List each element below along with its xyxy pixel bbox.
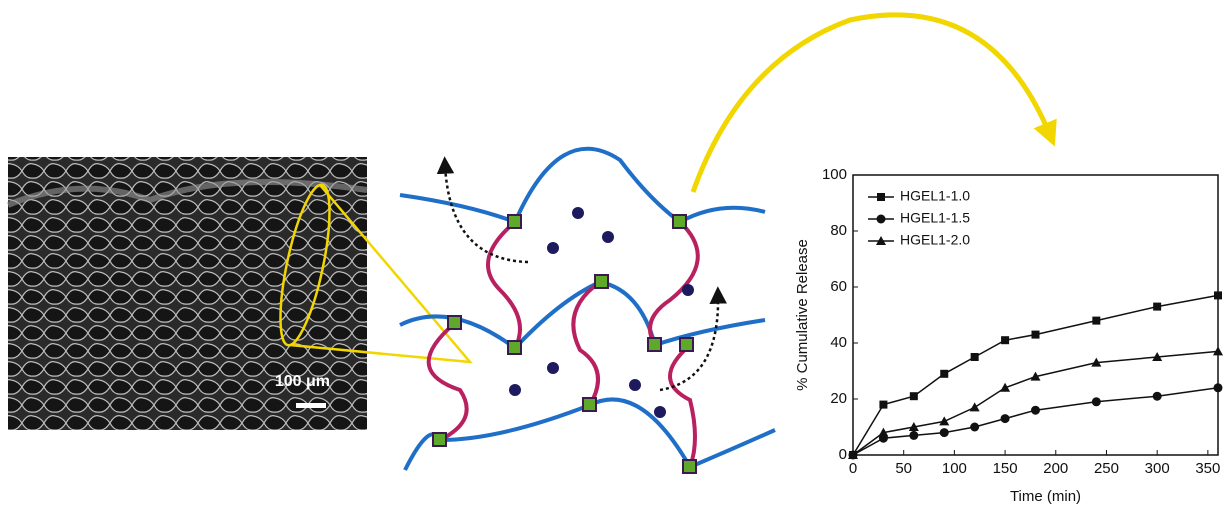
marker <box>1000 414 1010 424</box>
marker <box>1001 336 1010 345</box>
legend-label: HGEL1-1.5 <box>900 210 970 226</box>
y-tick-label: 60 <box>830 278 847 295</box>
x-tick-label: 0 <box>849 460 857 477</box>
marker <box>970 353 979 361</box>
legend-label: HGEL1-1.0 <box>900 188 970 204</box>
legend-marker <box>876 214 886 224</box>
y-tick-label: 80 <box>830 222 847 239</box>
marker <box>1213 346 1223 356</box>
y-tick-label: 20 <box>830 390 847 407</box>
marker <box>909 392 918 401</box>
marker <box>1152 391 1162 401</box>
marker <box>1092 316 1101 325</box>
x-tick-label: 250 <box>1094 460 1119 477</box>
legend-marker <box>877 193 885 201</box>
series-line <box>852 387 1219 456</box>
sem-image: 100 μm <box>6 157 473 430</box>
x-tick-label: 300 <box>1145 460 1170 477</box>
marker <box>1091 397 1101 407</box>
x-tick-label: 350 <box>1195 460 1220 477</box>
marker <box>940 369 949 378</box>
y-tick-label: 40 <box>830 334 847 351</box>
marker <box>879 400 888 409</box>
marker <box>1213 383 1223 393</box>
x-tick-label: 100 <box>942 460 967 477</box>
plot-frame <box>852 174 1219 456</box>
marker <box>939 416 950 426</box>
x-tick-label: 200 <box>1043 460 1068 477</box>
x-tick-label: 50 <box>895 460 912 477</box>
marker <box>970 422 980 432</box>
y-axis-label: % Cumulative Release <box>794 239 811 391</box>
series-line <box>852 350 1219 456</box>
marker <box>1031 405 1040 415</box>
marker <box>1091 357 1102 367</box>
series-line <box>852 294 1219 456</box>
marker <box>1030 371 1041 381</box>
marker <box>1031 330 1040 339</box>
network-diagram <box>399 12 1057 474</box>
marker <box>878 427 889 437</box>
scale-bar-label: 100 μm <box>275 373 330 390</box>
marker <box>939 428 949 438</box>
legend-label: HGEL1-2.0 <box>900 232 970 248</box>
y-tick-label: 100 <box>822 166 847 183</box>
marker <box>969 402 980 412</box>
marker <box>1153 302 1162 311</box>
y-tick-label: 0 <box>839 446 847 463</box>
marker <box>848 450 858 459</box>
release-chart: 0 20 40 60 80 100 0 50 100 150 200 250 300 350 Time (m… <box>794 166 1223 505</box>
marker <box>1214 291 1222 300</box>
x-axis-label: Time (min) <box>1010 488 1081 505</box>
marker <box>908 422 919 431</box>
marker <box>1152 352 1163 361</box>
x-tick-label: 150 <box>993 460 1018 477</box>
marker <box>1000 382 1011 392</box>
legend-marker <box>876 236 886 245</box>
marker <box>909 430 919 440</box>
